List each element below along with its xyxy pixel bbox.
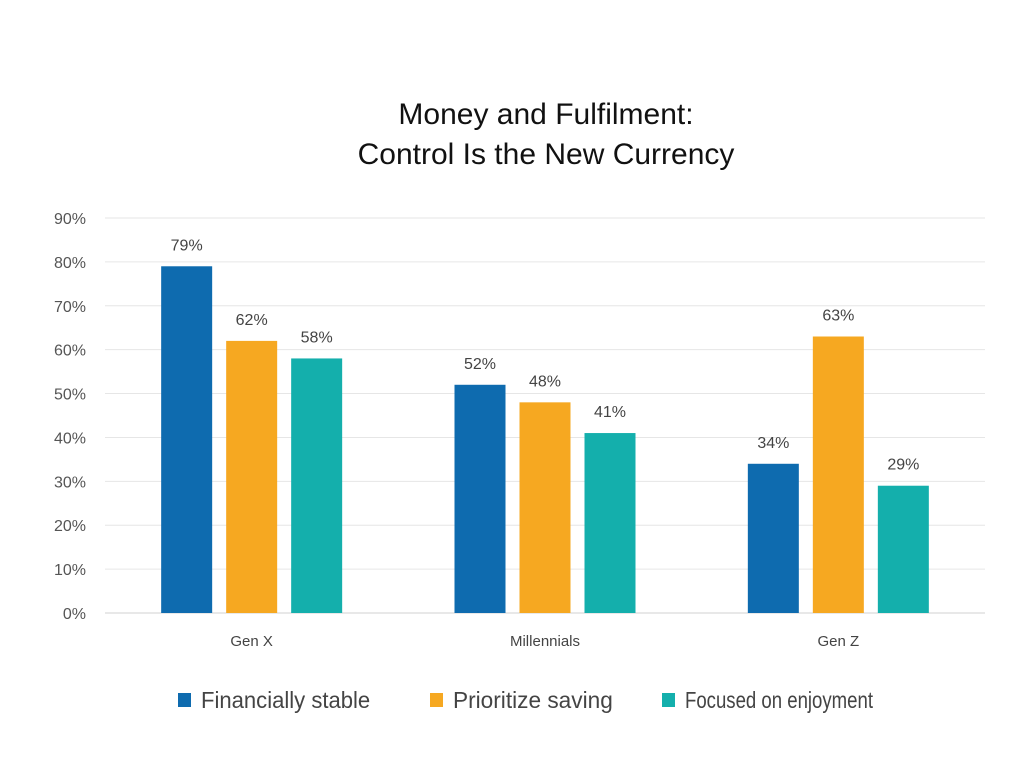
- y-tick-label: 30%: [54, 474, 86, 491]
- bar: [519, 402, 571, 613]
- legend-label: Financially stable: [201, 687, 370, 713]
- data-label: 79%: [171, 237, 203, 254]
- chart-title-line-1: Money and Fulfilment:: [398, 98, 693, 131]
- data-label: 52%: [464, 356, 496, 373]
- bar: [584, 433, 636, 613]
- legend-swatch: [430, 693, 443, 707]
- legend-label: Focused on enjoyment: [685, 687, 873, 713]
- bar: [877, 485, 929, 613]
- y-axis: 0% 10% 20% 30% 40% 50% 60% 70% 80% 90%: [54, 211, 86, 623]
- legend-item: Prioritize saving: [430, 687, 613, 713]
- bar: [454, 384, 506, 613]
- legend-swatch: [662, 693, 675, 707]
- legend-item: Financially stable: [178, 687, 370, 713]
- bars: 79% 62% 58% 52% 48% 41% 34% 63% 29%: [161, 237, 929, 613]
- data-label: 63%: [822, 308, 854, 325]
- y-tick-label: 90%: [54, 211, 86, 228]
- y-tick-label: 80%: [54, 255, 86, 272]
- bar: [747, 463, 799, 613]
- bar: [226, 340, 278, 613]
- data-label: 41%: [594, 404, 626, 421]
- legend-label: Prioritize saving: [453, 687, 613, 713]
- legend-item: Focused on enjoyment: [662, 687, 873, 713]
- data-label: 62%: [236, 312, 268, 329]
- y-tick-label: 50%: [54, 387, 86, 404]
- legend: Financially stable Prioritize saving Focus…: [178, 687, 873, 713]
- x-tick-label: Gen X: [230, 633, 273, 650]
- y-tick-label: 70%: [54, 299, 86, 316]
- x-axis: Gen X Millennials Gen Z: [230, 633, 859, 650]
- data-label: 58%: [301, 329, 333, 346]
- x-tick-label: Millennials: [510, 633, 580, 650]
- data-label: 29%: [887, 457, 919, 474]
- legend-swatch: [178, 693, 191, 707]
- bar: [161, 266, 213, 613]
- chart-title-line-2: Control Is the New Currency: [358, 138, 735, 171]
- y-tick-label: 0%: [63, 606, 86, 623]
- y-tick-label: 10%: [54, 562, 86, 579]
- data-label: 34%: [757, 435, 789, 452]
- y-tick-label: 40%: [54, 430, 86, 447]
- y-tick-label: 20%: [54, 518, 86, 535]
- x-tick-label: Gen Z: [817, 633, 859, 650]
- y-tick-label: 60%: [54, 343, 86, 360]
- bar: [291, 358, 343, 613]
- data-label: 48%: [529, 373, 561, 390]
- bar: [812, 336, 864, 613]
